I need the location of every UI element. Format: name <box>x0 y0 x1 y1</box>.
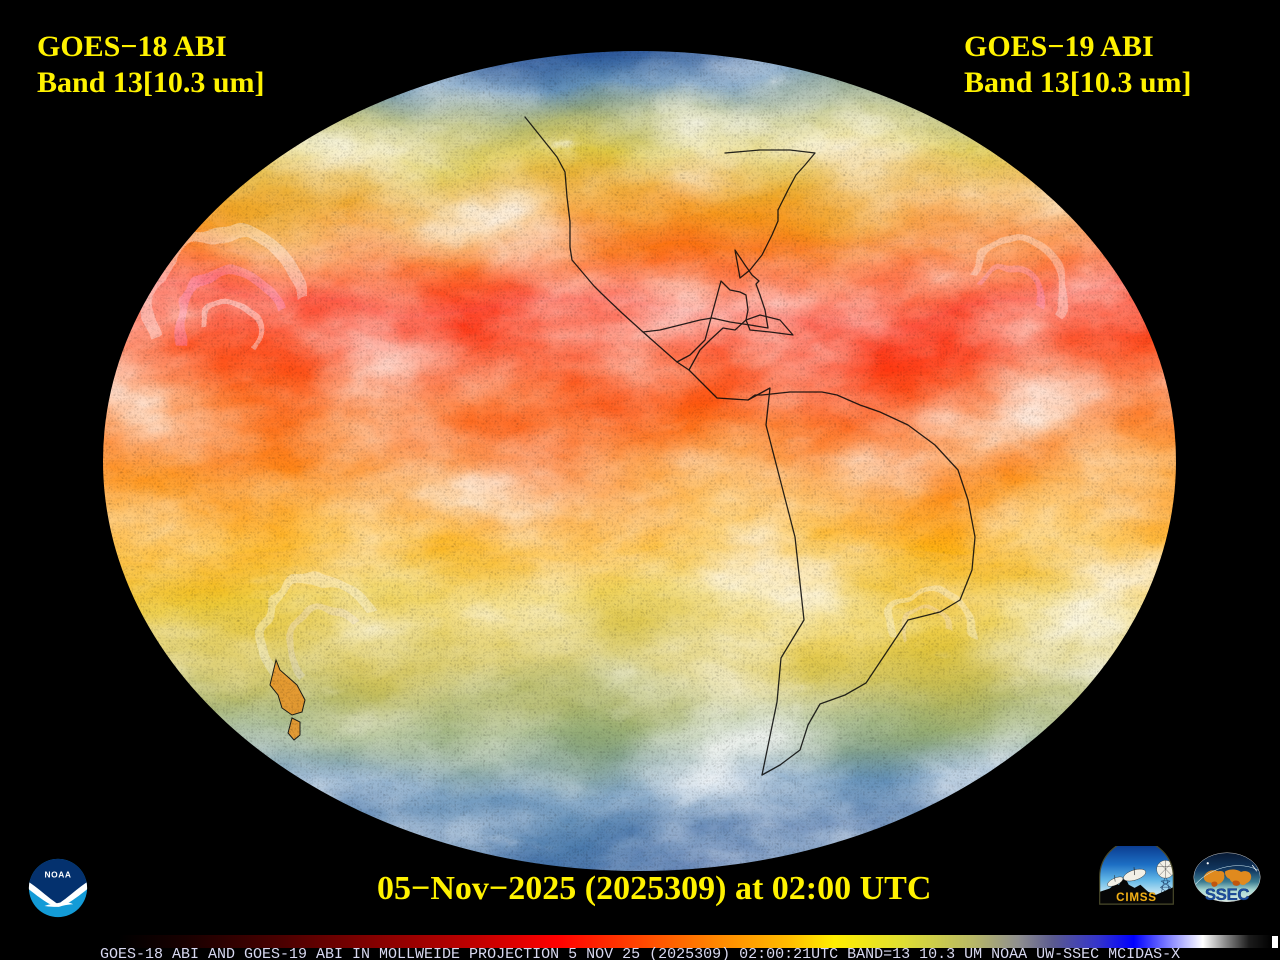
svg-text:NOAA: NOAA <box>44 870 71 880</box>
svg-text:SSEC: SSEC <box>1205 885 1250 904</box>
svg-text:CIMSS: CIMSS <box>1116 891 1157 904</box>
